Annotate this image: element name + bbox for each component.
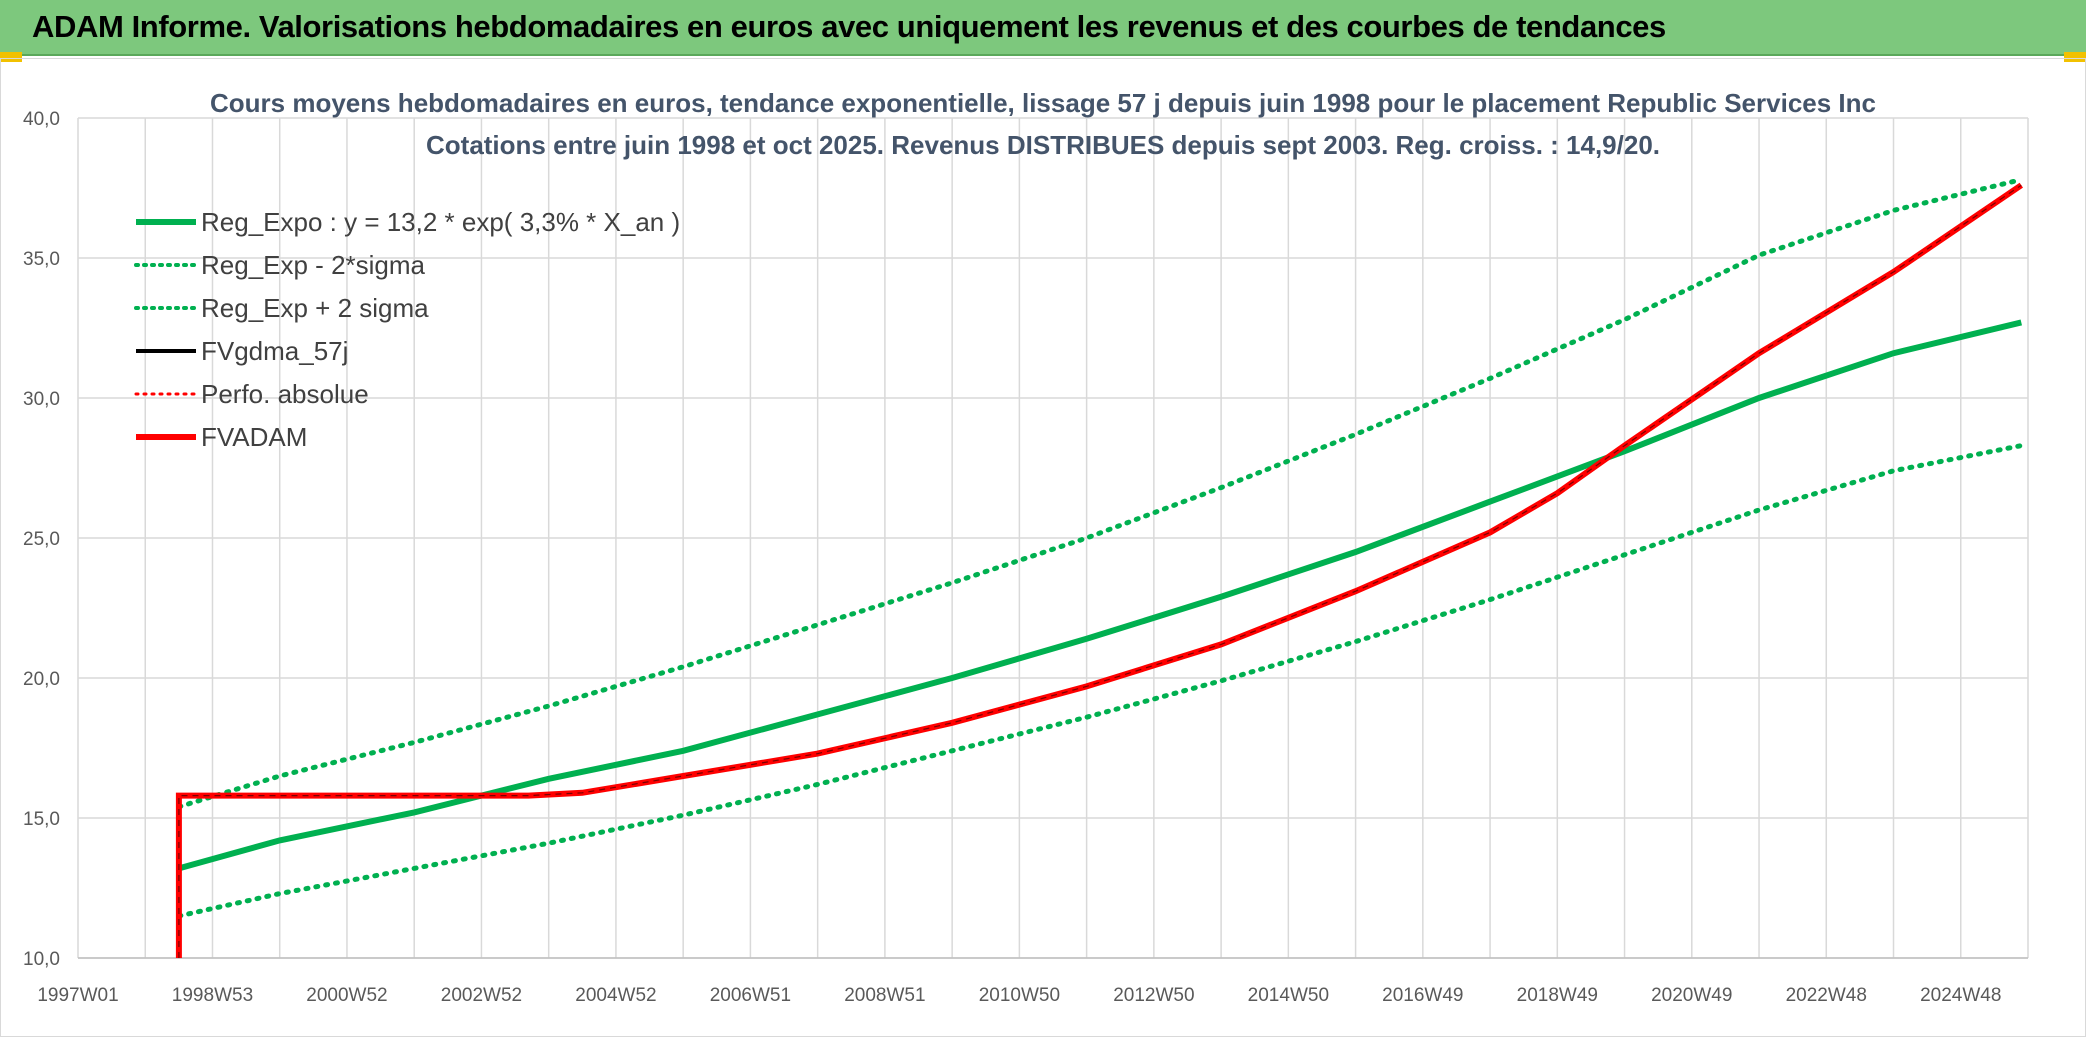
x-tick-label: 2008W51 (844, 985, 925, 1006)
x-tick-label: 2010W50 (979, 985, 1060, 1006)
y-tick-label: 15,0 (23, 809, 60, 830)
legend-label: Reg_Expo : y = 13,2 * exp( 3,3% * X_an ) (201, 207, 680, 237)
chart-grid (77, 117, 2029, 959)
chart-series (175, 177, 2024, 958)
chart-axes: 10,0 15,0 20,0 25,0 30,0 35,0 40,0 1997W01 1998W… (23, 109, 2028, 1006)
x-tick-label: 2024W48 (1920, 985, 2001, 1006)
legend-label: Reg_Exp - 2*sigma (201, 250, 426, 280)
y-tick-label: 10,0 (23, 949, 60, 970)
x-tick-label: 2000W52 (306, 985, 387, 1006)
series-line-reg-exp-plus-2-sigma (176, 177, 2024, 810)
legend-label: Reg_Exp + 2 sigma (201, 293, 429, 323)
x-tick-label: 2002W52 (441, 985, 522, 1006)
series-line-fvadam (175, 182, 2023, 958)
y-tick-label: 20,0 (23, 669, 60, 690)
x-tick-label: 1998W53 (172, 985, 253, 1006)
series-line-reg-exp-minus-2-sigma (176, 443, 2024, 919)
x-tick-label: 2012W50 (1113, 985, 1194, 1006)
chart-legend: Reg_Expo : y = 13,2 * exp( 3,3% * X_an )… (134, 207, 680, 452)
legend-label: Perfo. absolue (201, 379, 369, 409)
page-title: ADAM Informe. Valorisations hebdomadaire… (32, 9, 1666, 44)
legend-label: FVgdma_57j (201, 336, 348, 366)
series-line-reg-expo (178, 319, 2023, 872)
x-tick-label: 2020W49 (1651, 985, 1732, 1006)
legend-label: FVADAM (201, 422, 307, 452)
y-tick-label: 30,0 (23, 389, 60, 410)
header-banner: ADAM Informe. Valorisations hebdomadaire… (0, 0, 2086, 56)
chart-title-line2: Cotations entre juin 1998 et oct 2025. R… (426, 130, 1660, 160)
y-tick-label: 25,0 (23, 529, 60, 550)
x-tick-label: 2016W49 (1382, 985, 1463, 1006)
y-tick-label: 35,0 (23, 249, 60, 270)
x-tick-label: 1997W01 (37, 985, 118, 1006)
x-tick-label: 2006W51 (710, 985, 791, 1006)
series-line-perfo-absolue (178, 184, 2022, 958)
x-tick-label: 2018W49 (1517, 985, 1598, 1006)
x-tick-label: 2014W50 (1248, 985, 1329, 1006)
y-tick-label: 40,0 (23, 109, 60, 130)
chart-title-line1: Cours moyens hebdomadaires en euros, ten… (210, 88, 1876, 118)
corner-marker-right (2064, 52, 2086, 62)
x-tick-label: 2022W48 (1786, 985, 1867, 1006)
x-tick-label: 2004W52 (575, 985, 656, 1006)
corner-marker-left (0, 52, 22, 62)
